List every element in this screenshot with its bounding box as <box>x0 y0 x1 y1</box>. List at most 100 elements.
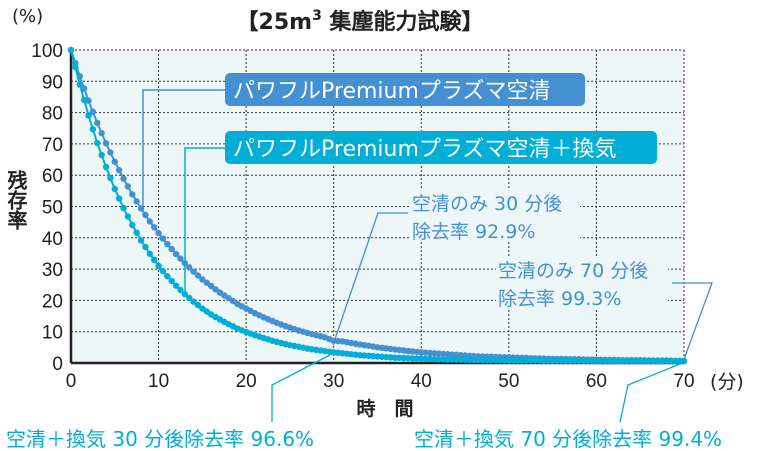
data-point <box>623 357 631 365</box>
data-point <box>159 267 167 275</box>
data-point <box>194 272 202 279</box>
annotation-vent-30: 空清＋換気 30 分後除去率 96.6% <box>6 427 314 451</box>
data-point <box>98 129 105 137</box>
data-point <box>150 224 158 231</box>
data-point <box>124 183 132 190</box>
data-point <box>129 191 136 198</box>
y-tick-label: 30 <box>42 260 63 281</box>
data-point <box>190 268 197 275</box>
data-point <box>194 301 202 309</box>
data-point <box>527 357 534 364</box>
data-point <box>159 235 167 242</box>
data-point <box>146 218 154 225</box>
data-point <box>115 195 123 202</box>
annotation-bg <box>410 190 580 242</box>
y-axis-label: 残存率 <box>4 170 28 231</box>
chart-title: 【25m3 集塵能力試験】 <box>237 8 484 35</box>
data-point <box>448 356 456 363</box>
data-point <box>207 282 215 290</box>
data-point <box>142 243 149 251</box>
data-point <box>466 356 473 364</box>
legend-box-premium <box>225 73 585 106</box>
data-point <box>650 357 657 365</box>
data-point <box>479 356 486 364</box>
legend-leader-line <box>142 89 225 207</box>
x-tick-label: 0 <box>66 371 77 392</box>
x-tick-label: 40 <box>411 371 432 392</box>
data-point <box>89 108 97 116</box>
data-point <box>615 357 622 365</box>
legend-leader-line <box>184 147 225 292</box>
data-point <box>641 357 648 365</box>
data-point <box>540 357 548 365</box>
annotation-air-30: 空清のみ 30 分後 <box>412 193 562 215</box>
data-point <box>168 245 175 253</box>
data-point <box>212 286 219 293</box>
data-point <box>111 158 118 165</box>
data-point <box>518 357 526 364</box>
y-unit: (%) <box>12 6 43 27</box>
data-point <box>98 151 105 159</box>
y-tick-label: 10 <box>42 323 63 344</box>
data-point <box>523 357 530 364</box>
data-point <box>606 357 613 365</box>
annotation-air-70: 空清のみ 70 分後 <box>498 260 648 282</box>
data-point <box>672 357 679 365</box>
data-point <box>80 85 88 92</box>
data-point <box>566 357 574 365</box>
x-tick-label: 60 <box>586 371 607 392</box>
data-point <box>199 276 206 283</box>
data-point <box>146 250 154 257</box>
y-tick-label: 90 <box>42 72 63 93</box>
data-point <box>120 204 127 212</box>
annotation-leader <box>332 212 408 346</box>
x-tick-label: 30 <box>323 371 344 392</box>
data-point <box>597 357 605 365</box>
data-point <box>102 163 110 171</box>
data-point <box>150 256 158 264</box>
data-point <box>637 357 644 365</box>
x-axis-label: 時 間 <box>356 398 413 420</box>
data-point <box>120 175 127 182</box>
x-unit: (分) <box>710 371 744 393</box>
data-point <box>514 357 521 364</box>
legend-label-premium: パワフルPremiumプラズマ空清 <box>233 79 550 104</box>
data-point <box>124 213 132 220</box>
y-tick-label: 100 <box>31 41 63 62</box>
data-point <box>619 357 626 365</box>
data-point <box>186 264 193 271</box>
data-point <box>172 282 180 289</box>
data-point <box>155 229 162 237</box>
data-point <box>663 357 670 365</box>
y-tick-label: 40 <box>42 229 63 250</box>
data-point <box>571 357 578 365</box>
y-tick-label: 70 <box>42 135 63 156</box>
data-point <box>483 356 491 364</box>
annotation-bg <box>496 257 668 309</box>
data-point <box>89 125 97 133</box>
data-point <box>155 262 162 270</box>
data-point <box>492 356 499 364</box>
data-point <box>549 357 556 365</box>
x-tick-label: 20 <box>236 371 257 392</box>
data-point <box>94 119 101 127</box>
data-point <box>203 279 210 286</box>
data-point <box>558 357 565 365</box>
data-point <box>632 357 640 365</box>
data-point <box>601 357 609 365</box>
annotation-air-30-rate: 除去率 92.9% <box>412 221 535 243</box>
legend-box-premium-ventilation <box>225 131 657 164</box>
data-point <box>177 286 184 294</box>
data-point <box>562 357 569 365</box>
data-point <box>168 277 175 285</box>
data-point <box>67 46 75 54</box>
data-point <box>186 294 193 302</box>
annotation-leader <box>619 363 681 423</box>
data-point <box>76 81 83 88</box>
y-tick-label: 80 <box>42 104 63 125</box>
data-point <box>164 273 171 280</box>
data-point <box>80 96 88 104</box>
data-point <box>107 174 114 182</box>
